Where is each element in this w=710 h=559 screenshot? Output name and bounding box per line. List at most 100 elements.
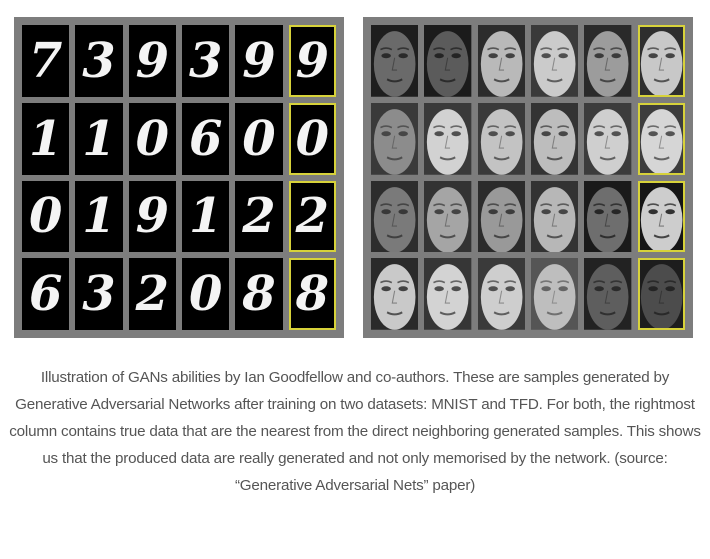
digit-glyph: 0 bbox=[188, 266, 223, 323]
face-image bbox=[530, 25, 579, 97]
digit-glyph: 0 bbox=[135, 110, 170, 167]
face-image bbox=[584, 102, 632, 175]
digit-glyph: 3 bbox=[82, 266, 116, 323]
face-image bbox=[477, 25, 525, 97]
tfd-generated-sample bbox=[424, 25, 472, 97]
mnist-generated-sample: 8 bbox=[235, 258, 283, 330]
face-image bbox=[530, 102, 579, 175]
figure-caption: Illustration of GANs abilities by Ian Go… bbox=[9, 369, 701, 494]
mnist-generated-sample: 2 bbox=[128, 258, 176, 330]
tfd-generated-sample bbox=[477, 180, 525, 253]
tfd-generated-sample bbox=[371, 258, 419, 330]
tfd-generated-sample bbox=[584, 180, 632, 253]
digit-glyph: 3 bbox=[188, 32, 223, 89]
mnist-true-sample: 8 bbox=[288, 258, 336, 330]
mnist-generated-sample: 3 bbox=[75, 25, 123, 97]
digit-glyph: 1 bbox=[82, 188, 116, 245]
tfd-true-sample bbox=[637, 180, 685, 253]
digit-glyph: 0 bbox=[242, 110, 276, 167]
digit-glyph: 7 bbox=[28, 32, 63, 89]
tfd-samples-panel bbox=[363, 17, 693, 338]
mnist-generated-sample: 6 bbox=[181, 102, 230, 175]
mnist-generated-sample: 1 bbox=[75, 102, 123, 175]
face-image bbox=[371, 25, 419, 97]
face-image bbox=[637, 258, 685, 330]
mnist-generated-sample: 1 bbox=[181, 180, 230, 253]
face-image bbox=[637, 102, 685, 175]
tfd-generated-sample bbox=[530, 25, 579, 97]
face-image bbox=[584, 25, 632, 97]
mnist-generated-sample: 0 bbox=[22, 180, 70, 253]
face-image bbox=[477, 102, 525, 175]
digit-glyph: 6 bbox=[28, 266, 63, 323]
tfd-generated-sample bbox=[584, 258, 632, 330]
digit-glyph: 1 bbox=[82, 110, 116, 167]
tfd-generated-sample bbox=[584, 102, 632, 175]
digit-glyph: 9 bbox=[295, 32, 330, 89]
mnist-generated-sample: 9 bbox=[235, 25, 283, 97]
tfd-true-sample bbox=[637, 102, 685, 175]
digit-glyph: 0 bbox=[28, 188, 63, 245]
tfd-generated-sample bbox=[530, 258, 579, 330]
mnist-true-sample: 0 bbox=[288, 102, 336, 175]
face-image bbox=[637, 180, 685, 253]
digit-glyph: 9 bbox=[135, 188, 170, 245]
tfd-generated-sample bbox=[424, 180, 472, 253]
mnist-true-sample: 9 bbox=[288, 25, 336, 97]
tfd-generated-sample bbox=[371, 25, 419, 97]
face-image bbox=[371, 102, 419, 175]
mnist-generated-sample: 1 bbox=[75, 180, 123, 253]
tfd-generated-sample bbox=[477, 102, 525, 175]
tfd-generated-sample bbox=[371, 180, 419, 253]
digit-glyph: 8 bbox=[242, 266, 276, 323]
mnist-generated-sample: 1 bbox=[22, 102, 70, 175]
digit-glyph: 1 bbox=[28, 110, 63, 167]
digit-glyph: 2 bbox=[135, 266, 170, 323]
digit-glyph: 2 bbox=[295, 188, 330, 245]
digit-glyph: 3 bbox=[82, 32, 116, 89]
tfd-generated-sample bbox=[477, 25, 525, 97]
face-image bbox=[424, 102, 472, 175]
mnist-generated-sample: 6 bbox=[22, 258, 70, 330]
face-image bbox=[424, 25, 472, 97]
tfd-generated-sample bbox=[530, 102, 579, 175]
mnist-generated-sample: 3 bbox=[75, 258, 123, 330]
digit-glyph: 8 bbox=[295, 266, 330, 323]
digit-glyph: 6 bbox=[188, 110, 223, 167]
digit-glyph: 9 bbox=[242, 32, 276, 89]
digit-glyph: 0 bbox=[295, 110, 330, 167]
face-image bbox=[424, 180, 472, 253]
mnist-generated-sample: 9 bbox=[128, 180, 176, 253]
mnist-generated-sample: 3 bbox=[181, 25, 230, 97]
tfd-true-sample bbox=[637, 25, 685, 97]
tfd-generated-sample bbox=[584, 25, 632, 97]
face-image bbox=[371, 180, 419, 253]
face-image bbox=[584, 258, 632, 330]
tfd-generated-sample bbox=[424, 102, 472, 175]
digit-glyph: 2 bbox=[242, 188, 276, 245]
face-image bbox=[477, 258, 525, 330]
face-image bbox=[371, 258, 419, 330]
digit-glyph: 1 bbox=[188, 188, 223, 245]
face-image bbox=[584, 180, 632, 253]
tfd-generated-sample bbox=[371, 102, 419, 175]
mnist-generated-sample: 9 bbox=[128, 25, 176, 97]
digit-glyph: 9 bbox=[135, 32, 170, 89]
mnist-generated-sample: 0 bbox=[181, 258, 230, 330]
tfd-true-sample bbox=[637, 258, 685, 330]
face-image bbox=[637, 25, 685, 97]
mnist-generated-sample: 2 bbox=[235, 180, 283, 253]
tfd-generated-sample bbox=[530, 180, 579, 253]
mnist-generated-sample: 0 bbox=[235, 102, 283, 175]
face-image bbox=[477, 180, 525, 253]
face-image bbox=[424, 258, 472, 330]
tfd-grid bbox=[371, 25, 685, 330]
tfd-generated-sample bbox=[424, 258, 472, 330]
mnist-generated-sample: 7 bbox=[22, 25, 70, 97]
face-image bbox=[530, 180, 579, 253]
mnist-true-sample: 2 bbox=[288, 180, 336, 253]
mnist-generated-sample: 0 bbox=[128, 102, 176, 175]
